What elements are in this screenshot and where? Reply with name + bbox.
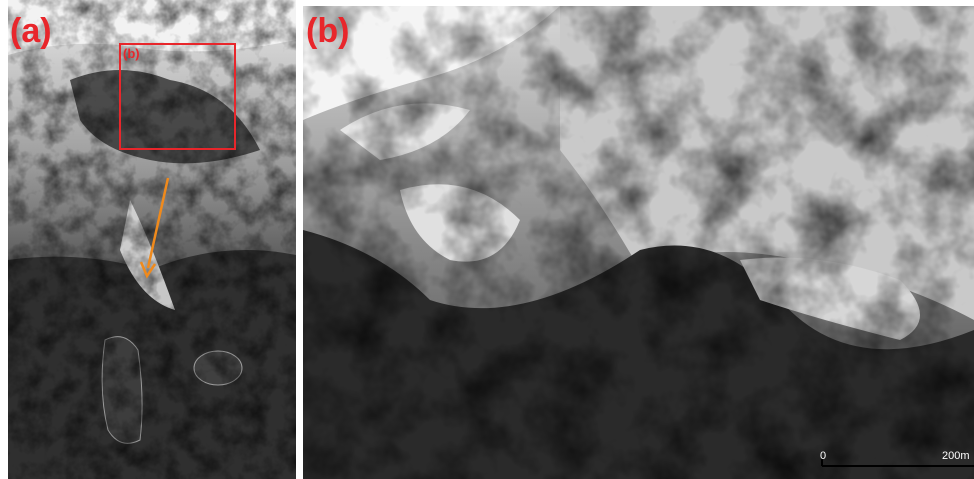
scale-end: 200m bbox=[942, 450, 970, 462]
panel-b-image bbox=[303, 6, 974, 479]
inset-label: (b) bbox=[123, 46, 140, 61]
panel-label: (a) bbox=[10, 12, 52, 50]
panel-a-image bbox=[8, 0, 296, 479]
panel-label: (b) bbox=[306, 12, 349, 50]
figure: (a) (b) (b) 0 200m bbox=[0, 0, 974, 479]
scale-start: 0 bbox=[820, 450, 826, 462]
page: (a) (b) (b) 0 200m (() => { const data =… bbox=[0, 0, 974, 479]
